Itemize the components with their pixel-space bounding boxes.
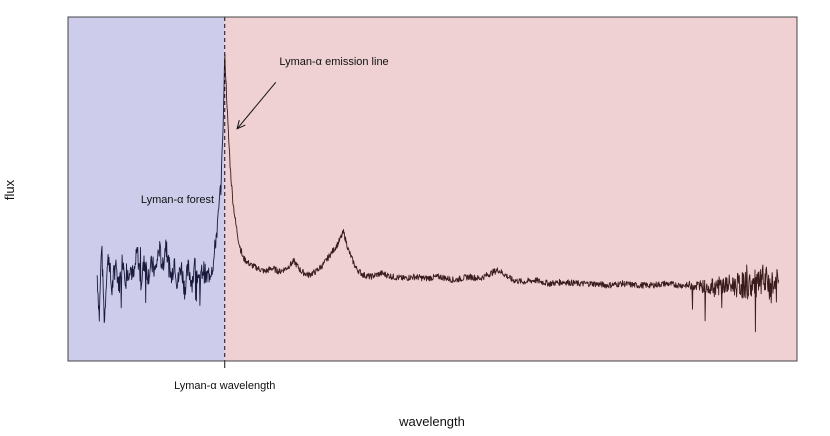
redward-region (224, 17, 798, 361)
plot-area (67, 16, 798, 368)
emission-line-annotation: Lyman-α emission line (279, 56, 388, 68)
forest-region (68, 17, 225, 361)
forest-annotation: Lyman-α forest (141, 194, 214, 206)
spectrum-line-redward (223, 54, 780, 333)
annotation-arrow-head (236, 119, 246, 130)
plot-frame (67, 16, 798, 362)
spectrum-line-forest (96, 66, 225, 323)
annotation-arrow (236, 82, 277, 130)
x-axis-label: wavelength (398, 414, 465, 429)
lyman-alpha-wavelength-label: Lyman-α wavelength (174, 380, 275, 392)
y-axis-label: flux (2, 179, 17, 200)
